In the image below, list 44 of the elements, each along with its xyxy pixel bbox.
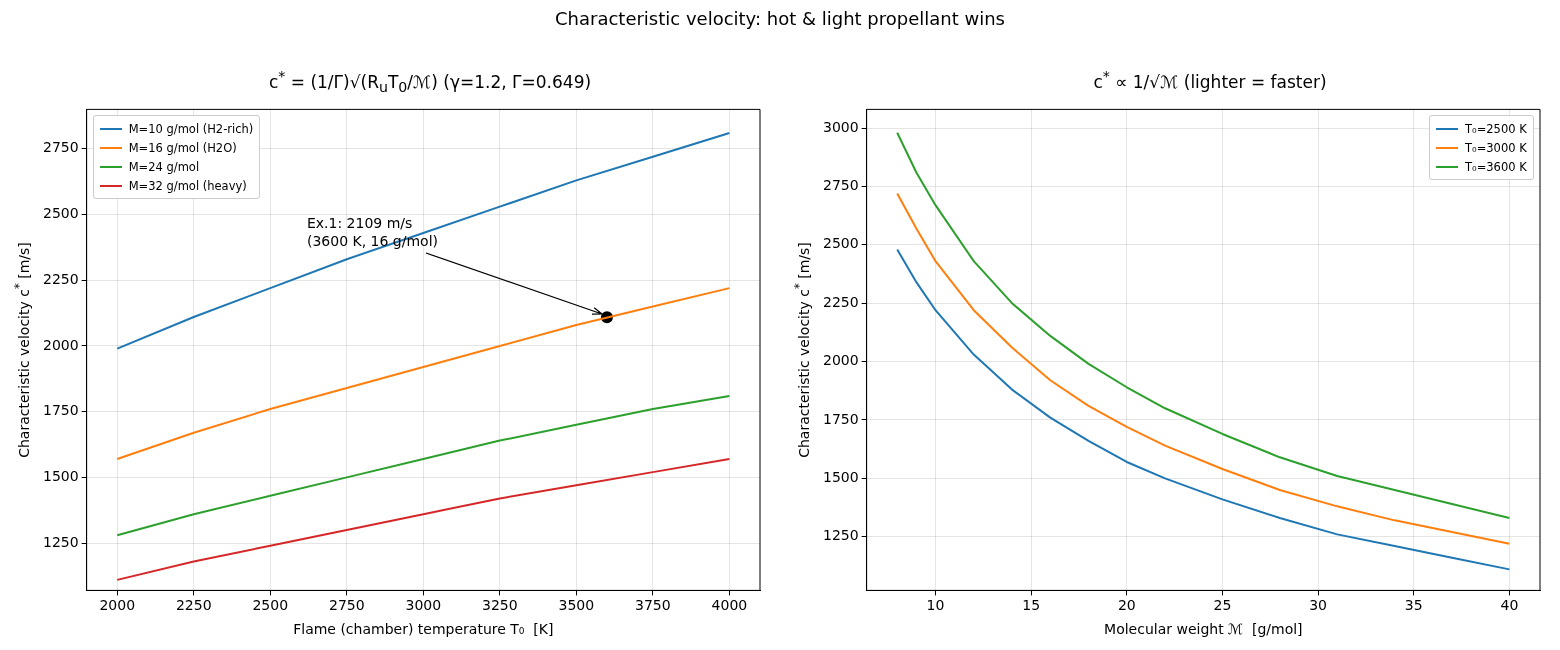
x-tick-label: 15: [1022, 597, 1041, 614]
x-tick-label: 3500: [558, 597, 595, 614]
x-tick-label: 3000: [405, 597, 442, 614]
x-tick-label: 2750: [328, 597, 365, 614]
text: Characteristic velocity: hot & light propellant wins: [554, 8, 1006, 29]
x-tick-label: 25: [1213, 597, 1232, 614]
y-tick-label: 2000: [822, 352, 859, 369]
x-tick-label: 30: [1309, 597, 1328, 614]
y-tick-label: 2250: [42, 270, 79, 287]
y-tick-label: 2750: [42, 139, 79, 156]
y-tick-label: 1750: [822, 410, 859, 427]
y-tick-label: 2250: [822, 293, 859, 310]
annotation: Ex.1: 2109 m/s (3600 K, 16 g/mol): [306, 214, 439, 249]
y-tick-label: 3000: [822, 118, 859, 135]
y-tick-label: 2500: [42, 205, 79, 222]
y-tick-label: 1500: [822, 468, 859, 485]
legend-label: M=16 g/mol (H2O): [128, 140, 237, 155]
x-tick-label: 20: [1117, 597, 1136, 614]
legend-label: M=32 g/mol (heavy): [128, 178, 247, 193]
x-tick-label: 4000: [711, 597, 748, 614]
x-tick-label: 2500: [252, 597, 289, 614]
x-tick-label: 3750: [635, 597, 671, 614]
legend-label: M=10 g/mol (H2-rich): [128, 121, 254, 136]
y-tick-label: 2750: [822, 177, 859, 194]
y-tick-label: 1250: [822, 527, 859, 544]
x-tick-label: 40: [1500, 597, 1519, 614]
chart-title: c$^{*}$ = (1/Γ)√(R$_{u}$T$_{0}$/ℳ) (γ=1.2, Γ=0.649): [267, 68, 593, 96]
x-tick-label: 10: [926, 597, 945, 614]
legend-label: T₀=3600 K: [1465, 159, 1527, 174]
x-tick-label: 2250: [175, 597, 212, 614]
x-axis-title: Flame (chamber) temperature T₀ [K]: [293, 621, 554, 638]
x-tick-label: 2000: [99, 597, 136, 614]
y-tick-label: 1750: [42, 402, 79, 419]
legend-label: T₀=2500 K: [1465, 121, 1527, 136]
y-tick-label: 2000: [42, 336, 79, 353]
x-tick-label: 35: [1404, 597, 1423, 614]
chart-title: c$^{*}$ ∝ 1/√ℳ (lighter = faster): [1092, 68, 1328, 92]
y-tick-label: 2500: [822, 235, 859, 252]
legend-label: T₀=3000 K: [1465, 140, 1527, 155]
x-axis-title: Molecular weight ℳ [g/mol]: [1104, 621, 1303, 638]
y-tick-label: 1250: [42, 533, 79, 550]
legend-label: M=24 g/mol: [128, 159, 200, 174]
y-tick-label: 1500: [42, 468, 79, 485]
x-tick-label: 3250: [482, 597, 518, 614]
